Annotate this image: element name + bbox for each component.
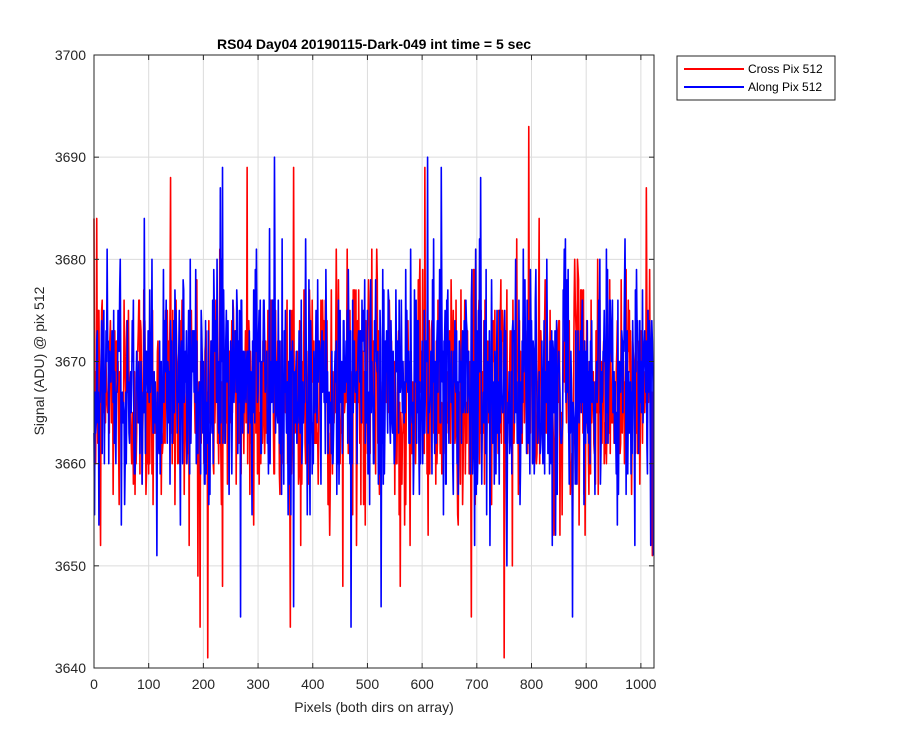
legend-label-along: Along Pix 512 — [748, 80, 822, 94]
y-tick-label: 3690 — [55, 149, 86, 165]
x-tick-label: 800 — [520, 676, 544, 692]
y-tick-label: 3670 — [55, 354, 86, 370]
x-tick-label: 700 — [465, 676, 489, 692]
chart-title: RS04 Day04 20190115-Dark-049 int time = … — [217, 36, 531, 52]
y-tick-label: 3700 — [55, 47, 86, 63]
x-tick-label: 200 — [192, 676, 216, 692]
series-group — [93, 125, 655, 659]
x-tick-label: 500 — [356, 676, 380, 692]
x-tick-label: 300 — [246, 676, 270, 692]
y-tick-label: 3650 — [55, 558, 86, 574]
y-tick-label: 3680 — [55, 251, 86, 267]
x-tick-label: 0 — [90, 676, 98, 692]
x-tick-label: 400 — [301, 676, 325, 692]
legend-box — [676, 55, 836, 101]
x-tick-label: 1000 — [625, 676, 656, 692]
x-tick-label: 100 — [137, 676, 161, 692]
legend[interactable]: Cross Pix 512 Along Pix 512 — [676, 55, 836, 101]
y-tick-label: 3660 — [55, 456, 86, 472]
y-tick-label: 3640 — [55, 660, 86, 676]
ticks — [93, 54, 654, 669]
tick-labels: 0 100 200 300 400 500 600 700 800 900 1000 3640 3650… — [55, 47, 657, 692]
legend-label-cross: Cross Pix 512 — [748, 62, 823, 76]
series-line-along-pix-512 — [93, 156, 655, 628]
x-tick-label: 600 — [410, 676, 434, 692]
x-tick-label: 900 — [575, 676, 599, 692]
y-axis-label: Signal (ADU) @ pix 512 — [31, 286, 47, 435]
x-axis-label: Pixels (both dirs on array) — [294, 699, 454, 715]
